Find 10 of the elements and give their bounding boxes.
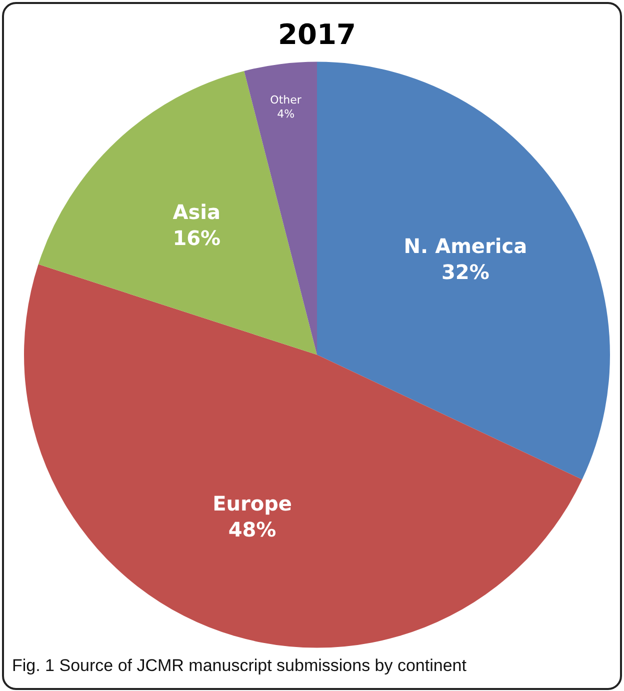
slice-label: Other: [270, 93, 302, 106]
slice-label: N. America: [404, 234, 528, 258]
chart-title: 2017: [278, 18, 356, 52]
data-label: 32%: [441, 260, 490, 284]
caption: Fig. 1 Source of JCMR manuscript submissions by continent: [12, 656, 466, 676]
slice-label: Asia: [172, 200, 221, 224]
data-label: 16%: [172, 226, 221, 250]
data-label: 48%: [228, 517, 276, 542]
slice-label: Europe: [212, 491, 292, 516]
data-label: 4%: [277, 108, 295, 121]
